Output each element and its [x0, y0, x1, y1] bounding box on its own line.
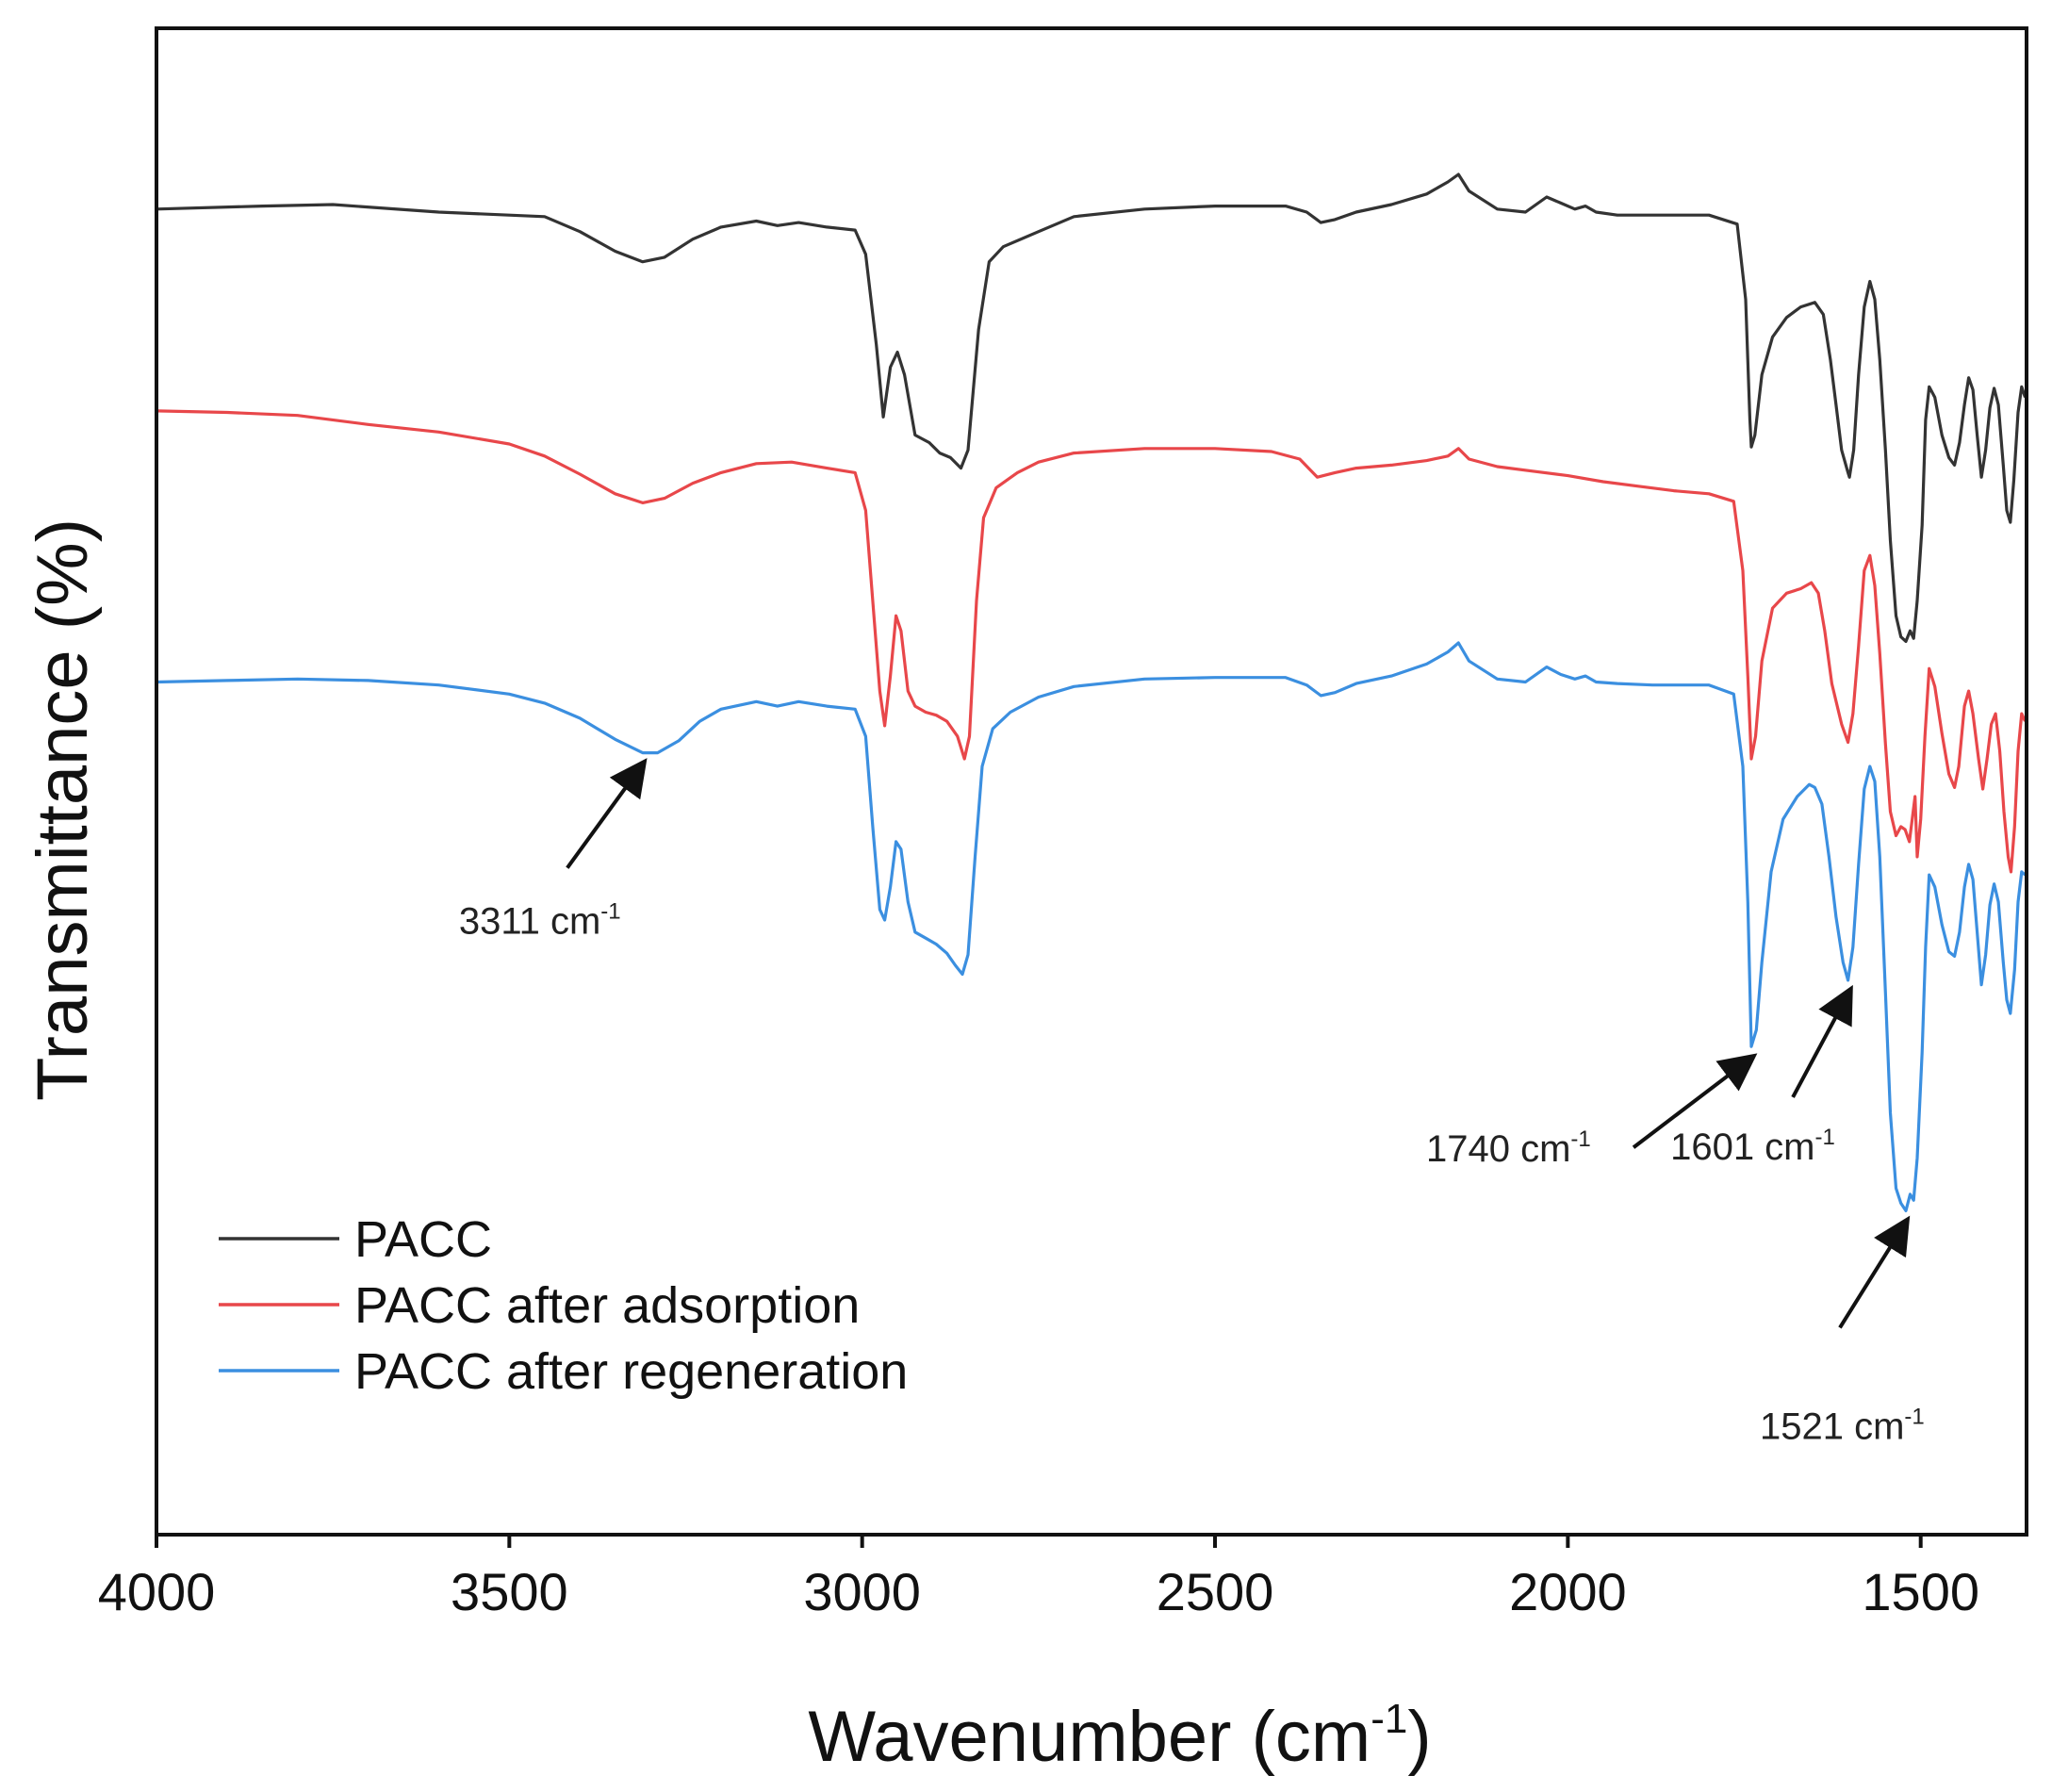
x-axis-title-main: Wavenumber (cm [808, 1697, 1371, 1777]
annotation-label: 1740 cm-1 [1426, 1126, 1591, 1170]
annotation-arrow [566, 758, 648, 869]
x-tick-label: 3500 [451, 1562, 568, 1621]
annotation-sup: -1 [1904, 1404, 1924, 1429]
x-tick-layer: 4000 3500 3000 2500 2000 1500 [98, 1535, 1979, 1621]
annotation-sup: -1 [1570, 1126, 1590, 1152]
y-axis-title: Transmittance (%) [23, 518, 103, 1101]
annotation-sup: -1 [1815, 1125, 1835, 1150]
annotation-arrow [1632, 1053, 1758, 1149]
series-line-1 [156, 173, 2027, 643]
x-tick-label: 3000 [803, 1562, 921, 1621]
annotation-text: 1601 cm [1670, 1126, 1814, 1168]
legend: PACC PACC after adsorption PACC after rege… [219, 1211, 908, 1400]
legend-label: PACC after adsorption [354, 1277, 860, 1334]
annotation-text: 1521 cm [1760, 1406, 1904, 1447]
x-tick-label: 1500 [1862, 1562, 1979, 1621]
annotation-arrow [1838, 1215, 1911, 1329]
x-axis-title: Wavenumber (cm-1) [808, 1696, 1431, 1777]
legend-label: PACC [354, 1211, 492, 1268]
legend-label: PACC after regeneration [354, 1343, 908, 1400]
plot-frame [155, 26, 2028, 1537]
annotation-label: 1601 cm-1 [1670, 1125, 1835, 1168]
annotation-sup: -1 [600, 899, 620, 925]
series-line-3 [156, 641, 2027, 1212]
annotation-label: 1521 cm-1 [1760, 1404, 1925, 1447]
x-axis-title-close: ) [1407, 1697, 1431, 1777]
series-line-2 [156, 409, 2027, 874]
annotation-text: 1740 cm [1426, 1128, 1570, 1170]
x-tick-label: 4000 [98, 1562, 216, 1621]
x-axis-title-sup: -1 [1371, 1696, 1407, 1742]
x-tick-label: 2500 [1157, 1562, 1274, 1621]
annotation-text: 3311 cm [459, 901, 600, 943]
x-tick-label: 2000 [1509, 1562, 1627, 1621]
annotation-label: 3311 cm-1 [459, 899, 621, 943]
annotation-arrow [1791, 984, 1853, 1098]
series-layer [156, 173, 2027, 1212]
